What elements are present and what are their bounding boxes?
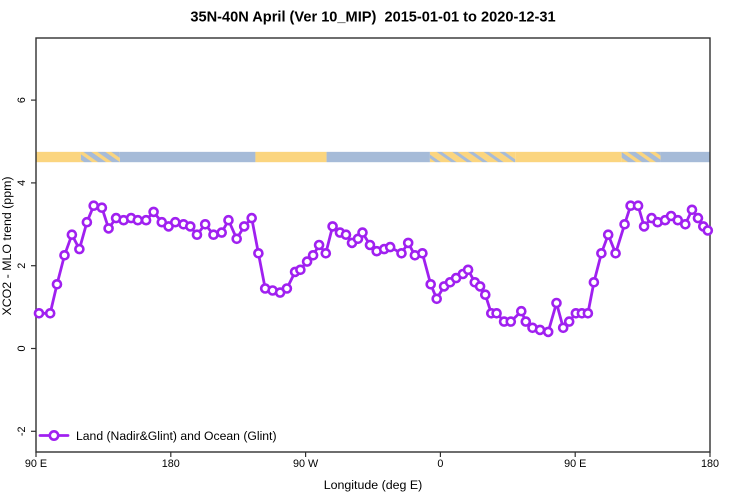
data-point xyxy=(185,221,196,232)
map-band-segment-mix_ocean xyxy=(621,151,661,163)
data-point xyxy=(216,227,227,238)
data-point xyxy=(588,276,600,288)
data-point xyxy=(417,248,428,259)
data-point xyxy=(223,214,234,226)
data-point xyxy=(74,243,85,255)
map-band-segment-ocean xyxy=(660,151,710,163)
data-point xyxy=(462,264,474,276)
data-point xyxy=(619,219,630,230)
y-tick-label: 0 xyxy=(16,345,28,351)
x-tick-label: 90 E xyxy=(25,458,47,470)
data-point xyxy=(534,324,546,336)
data-point xyxy=(672,214,684,226)
data-point xyxy=(491,307,502,319)
map-band-segment-ocean xyxy=(119,151,256,163)
data-point xyxy=(557,322,569,334)
data-series xyxy=(33,200,714,338)
y-tick-label: 4 xyxy=(16,180,28,186)
data-point xyxy=(340,229,352,240)
x-axis-label: Longitude (deg E) xyxy=(324,478,423,492)
data-point xyxy=(402,237,414,249)
data-point xyxy=(425,278,437,290)
data-point xyxy=(44,307,56,319)
x-tick-label: 90 W xyxy=(293,458,319,470)
data-point xyxy=(542,326,554,338)
map-band-segment-land xyxy=(515,151,622,163)
data-point xyxy=(551,297,562,309)
data-point xyxy=(320,248,332,259)
data-point xyxy=(474,281,486,292)
data-point xyxy=(327,221,338,232)
map-band-segment-ocean xyxy=(326,151,430,163)
x-tick-label: 180 xyxy=(162,458,180,470)
x-tick-label: 180 xyxy=(701,458,719,470)
data-point xyxy=(148,206,159,218)
data-point xyxy=(632,200,644,211)
data-point xyxy=(51,278,63,290)
data-point xyxy=(313,239,325,251)
data-point xyxy=(66,229,78,240)
x-tick-label: 90 E xyxy=(564,458,586,470)
data-point xyxy=(610,248,621,259)
data-point xyxy=(307,250,319,261)
data-point xyxy=(384,241,396,253)
land-ocean-map-band xyxy=(36,151,710,163)
axes: 90 E 180 90 W 0 90 E 180 -2 0 2 4 6 xyxy=(16,97,719,470)
y-tick-label: 2 xyxy=(16,263,28,269)
data-point xyxy=(231,233,242,245)
data-point xyxy=(582,307,594,319)
map-band-segment-land xyxy=(255,151,327,163)
data-point xyxy=(253,248,264,259)
y-tick-label: -2 xyxy=(16,426,28,436)
data-point xyxy=(295,264,306,276)
data-point xyxy=(505,316,517,327)
data-point xyxy=(364,239,376,251)
data-point xyxy=(103,223,114,234)
data-point xyxy=(208,229,219,240)
data-point xyxy=(686,204,698,216)
data-point xyxy=(357,227,368,238)
data-point xyxy=(59,250,70,261)
y-axis-label: XCO2 - MLO trend (ppm) xyxy=(0,176,14,315)
y-tick-label: 6 xyxy=(16,97,28,103)
data-point xyxy=(132,214,144,226)
data-point xyxy=(140,214,152,226)
map-band-segment-mix_land xyxy=(429,151,516,163)
legend-marker-sample xyxy=(48,429,60,441)
data-point xyxy=(246,212,257,224)
data-point xyxy=(515,305,527,317)
data-point xyxy=(96,202,108,213)
map-band-segment-land xyxy=(36,151,81,163)
plot-border xyxy=(35,37,711,453)
data-point xyxy=(563,316,575,327)
data-point xyxy=(679,219,691,230)
chart-title: 35N-40N April (Ver 10_MIP) 2015-01-01 to… xyxy=(190,10,555,26)
data-point xyxy=(596,248,607,259)
data-point xyxy=(702,225,714,236)
data-point xyxy=(281,283,293,294)
data-point xyxy=(638,221,650,232)
data-point xyxy=(81,216,93,228)
legend: Land (Nadir&Glint) and Ocean (Glint) xyxy=(38,429,277,443)
data-point xyxy=(431,293,443,305)
data-point xyxy=(170,216,181,228)
legend-label: Land (Nadir&Glint) and Ocean (Glint) xyxy=(76,429,277,443)
data-point xyxy=(33,307,45,319)
data-point xyxy=(520,316,532,327)
x-tick-label: 0 xyxy=(437,458,443,470)
data-point xyxy=(301,256,313,267)
data-point xyxy=(396,248,407,259)
data-point xyxy=(692,212,704,224)
data-point xyxy=(88,200,99,211)
data-point xyxy=(479,289,491,301)
data-point xyxy=(191,229,203,240)
data-point xyxy=(199,219,211,230)
data-point xyxy=(602,229,614,240)
data-point xyxy=(238,221,250,232)
map-band-segment-mix_ocean xyxy=(80,151,120,163)
